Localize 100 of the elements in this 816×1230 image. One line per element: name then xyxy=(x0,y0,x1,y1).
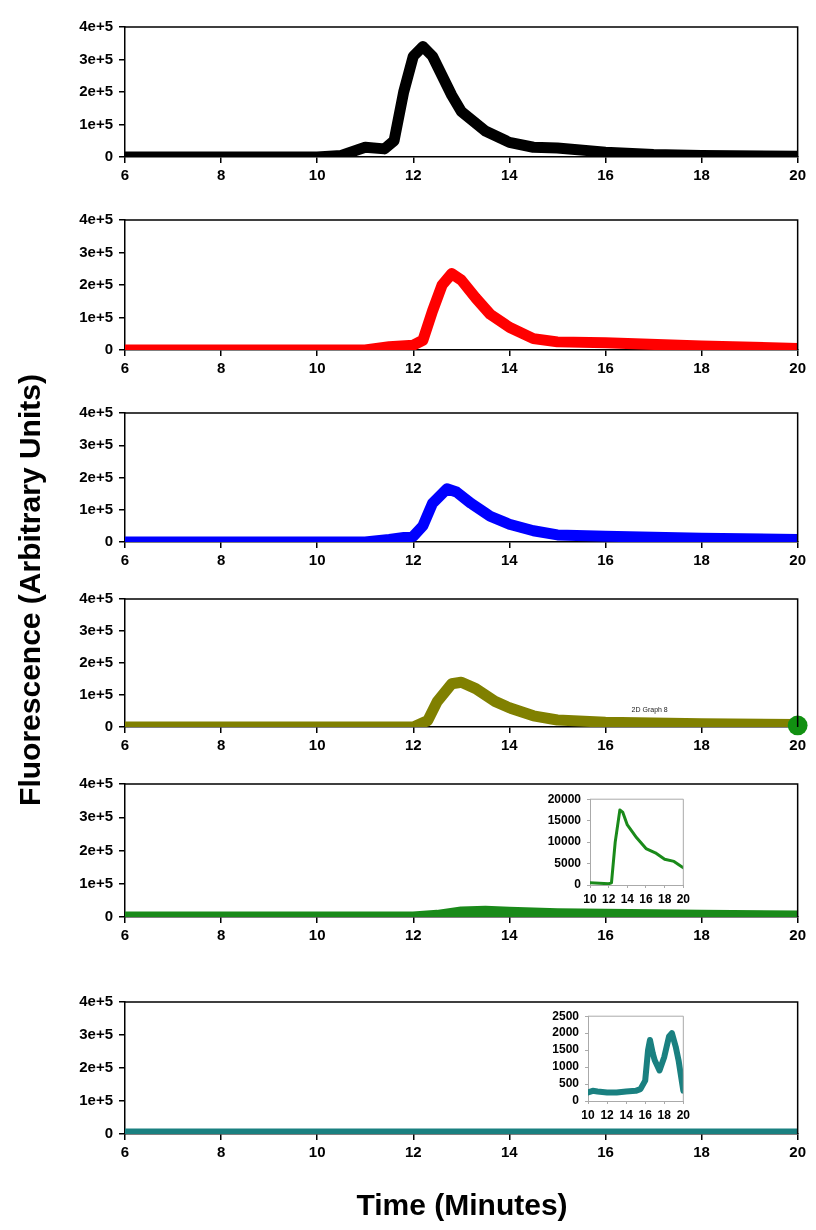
y-tick-label: 2500 xyxy=(552,1008,580,1023)
x-tick-label: 6 xyxy=(120,926,130,944)
x-axis-title: Time (Minutes) xyxy=(356,1188,568,1222)
x-tick-label: 10 xyxy=(308,736,326,754)
x-tick-label: 6 xyxy=(120,1143,130,1161)
x-tick-label: 16 xyxy=(597,166,614,184)
x-tick-label: 20 xyxy=(676,891,691,906)
y-tick-label: 5000 xyxy=(554,855,582,870)
x-tick-label: 16 xyxy=(638,1107,653,1122)
x-tick-label: 10 xyxy=(581,1107,595,1122)
y-tick-label: 500 xyxy=(558,1076,580,1091)
x-tick-label: 14 xyxy=(620,891,635,906)
x-tick-label: 10 xyxy=(308,1143,326,1161)
x-tick-label: 10 xyxy=(583,891,597,906)
y-tick-label: 3e+5 xyxy=(79,621,113,639)
x-tick-label: 20 xyxy=(789,359,806,377)
x-tick-label: 8 xyxy=(216,166,226,184)
y-tick-label: 1e+5 xyxy=(79,685,113,703)
x-tick-label: 18 xyxy=(693,551,710,569)
y-tick-label: 1e+5 xyxy=(79,114,113,132)
y-tick-label: 2e+5 xyxy=(79,275,113,293)
x-tick-label: 12 xyxy=(600,1107,615,1122)
y-tick-label: 2e+5 xyxy=(79,467,113,485)
y-tick-label: 3e+5 xyxy=(79,807,113,825)
y-tick-label: 3e+5 xyxy=(79,49,113,67)
y-tick-label: 0 xyxy=(104,1124,113,1142)
x-tick-label: 12 xyxy=(601,891,616,906)
x-tick-label: 10 xyxy=(308,166,326,184)
x-tick-label: 16 xyxy=(597,359,614,377)
x-tick-label: 18 xyxy=(657,891,672,906)
x-tick-label: 20 xyxy=(789,1143,806,1161)
y-tick-label: 1e+5 xyxy=(79,307,113,325)
x-tick-label: 10 xyxy=(308,551,326,569)
x-tick-label: 20 xyxy=(789,926,806,944)
x-tick-label: 12 xyxy=(404,551,422,569)
y-tick-label: 2e+5 xyxy=(79,653,113,671)
y-tick-label: 4e+5 xyxy=(79,589,113,607)
x-tick-label: 8 xyxy=(216,926,226,944)
x-tick-label: 6 xyxy=(120,166,130,184)
y-tick-label: 3e+5 xyxy=(79,435,113,453)
y-tick-label: 2e+5 xyxy=(79,1058,113,1076)
y-tick-label: 0 xyxy=(104,907,113,925)
y-tick-label: 3e+5 xyxy=(79,1025,113,1043)
y-tick-label: 3e+5 xyxy=(79,242,113,260)
y-tick-label: 1500 xyxy=(552,1042,580,1057)
y-tick-label: 0 xyxy=(104,717,113,735)
y-tick-label: 1e+5 xyxy=(79,1091,113,1109)
x-tick-label: 14 xyxy=(501,359,519,377)
y-tick-label: 0 xyxy=(574,877,582,892)
x-tick-label: 14 xyxy=(501,926,519,944)
y-tick-label: 2000 xyxy=(552,1025,580,1040)
x-tick-label: 6 xyxy=(120,736,130,754)
x-tick-label: 16 xyxy=(597,1143,614,1161)
y-tick-label: 4e+5 xyxy=(79,403,113,421)
x-tick-label: 18 xyxy=(693,1143,710,1161)
x-tick-label: 10 xyxy=(308,359,326,377)
x-tick-label: 10 xyxy=(308,926,326,944)
x-tick-label: 20 xyxy=(789,736,806,754)
x-tick-label: 6 xyxy=(120,359,130,377)
x-tick-label: 12 xyxy=(404,736,422,754)
x-tick-label: 16 xyxy=(597,736,614,754)
x-tick-label: 18 xyxy=(693,736,710,754)
y-tick-label: 15000 xyxy=(547,812,582,827)
x-tick-label: 18 xyxy=(693,166,710,184)
x-tick-label: 12 xyxy=(404,166,422,184)
y-tick-label: 10000 xyxy=(547,834,582,849)
y-axis-title: Fluorescence (Arbitrary Units) xyxy=(13,374,47,806)
x-tick-label: 14 xyxy=(501,166,519,184)
x-tick-label: 18 xyxy=(693,926,710,944)
y-tick-label: 2e+5 xyxy=(79,840,113,858)
x-tick-label: 12 xyxy=(404,359,422,377)
y-tick-label: 4e+5 xyxy=(79,210,113,228)
x-tick-label: 12 xyxy=(404,926,422,944)
x-tick-label: 8 xyxy=(216,736,226,754)
y-tick-label: 20000 xyxy=(547,791,582,806)
x-tick-label: 12 xyxy=(404,1143,422,1161)
x-tick-label: 6 xyxy=(120,551,130,569)
x-tick-label: 20 xyxy=(676,1107,691,1122)
x-tick-label: 18 xyxy=(657,1107,672,1122)
x-tick-label: 18 xyxy=(693,359,710,377)
y-tick-label: 4e+5 xyxy=(79,774,113,792)
y-tick-label: 4e+5 xyxy=(79,992,113,1010)
y-tick-label: 1e+5 xyxy=(79,499,113,517)
x-tick-label: 8 xyxy=(216,551,226,569)
x-tick-label: 16 xyxy=(597,926,614,944)
y-tick-label: 0 xyxy=(104,340,113,358)
x-tick-label: 20 xyxy=(789,551,806,569)
x-tick-label: 8 xyxy=(216,359,226,377)
y-tick-label: 0 xyxy=(572,1093,580,1108)
x-tick-label: 14 xyxy=(501,551,519,569)
x-tick-label: 8 xyxy=(216,1143,226,1161)
y-tick-label: 0 xyxy=(104,532,113,550)
y-tick-label: 1000 xyxy=(552,1059,580,1074)
x-tick-label: 14 xyxy=(501,736,519,754)
x-tick-label: 14 xyxy=(619,1107,634,1122)
x-tick-label: 16 xyxy=(597,551,614,569)
y-tick-label: 0 xyxy=(104,147,113,165)
y-tick-label: 1e+5 xyxy=(79,873,113,891)
y-tick-label: 2e+5 xyxy=(79,82,113,100)
x-tick-label: 16 xyxy=(639,891,653,906)
